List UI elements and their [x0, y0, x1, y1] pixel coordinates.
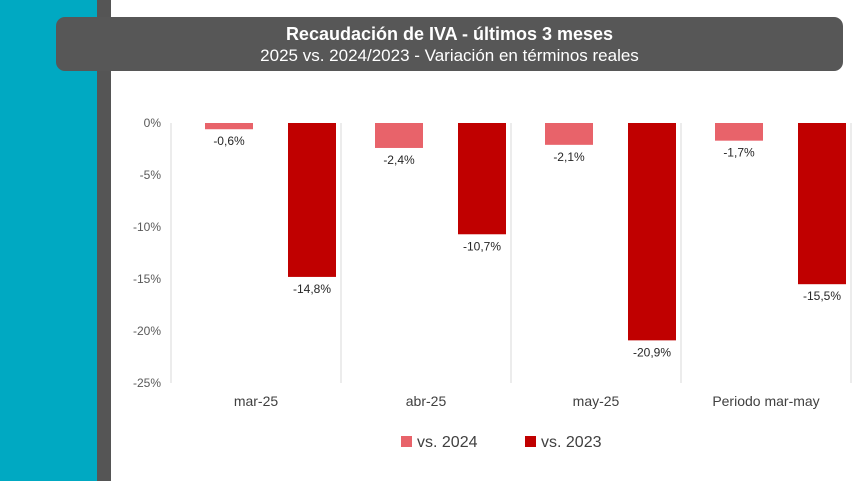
- x-category-label: may-25: [573, 393, 620, 409]
- data-label: -14,8%: [293, 282, 331, 296]
- legend-swatch: [525, 436, 536, 447]
- bar-series-2: [458, 123, 506, 235]
- y-tick-label: -20%: [133, 324, 161, 338]
- legend-label: vs. 2023: [541, 434, 602, 451]
- x-category-label: mar-25: [234, 393, 279, 409]
- y-tick-label: 0%: [144, 116, 162, 130]
- y-tick-label: -15%: [133, 272, 161, 286]
- bar-series-1: [375, 123, 423, 148]
- y-tick-label: -5%: [140, 168, 162, 182]
- data-label: -2,4%: [383, 153, 415, 167]
- bar-series-2: [288, 123, 336, 277]
- axis-layer: 0% -5% -10% -15% -20% -25% mar-25 abr-25 may-25 P…: [133, 116, 852, 409]
- data-label: -1,7%: [723, 146, 755, 160]
- legend-swatch: [401, 436, 412, 447]
- x-category-label: abr-25: [406, 393, 447, 409]
- y-tick-label: -25%: [133, 376, 161, 390]
- gray-side-band: [97, 0, 111, 481]
- legend-label: vs. 2024: [417, 434, 478, 451]
- chart-title: Recaudación de IVA - últimos 3 meses: [285, 24, 614, 44]
- bar-series-1: [205, 123, 253, 130]
- y-tick-label: -10%: [133, 220, 161, 234]
- teal-side-band: [0, 0, 97, 481]
- data-label: -2,1%: [553, 150, 585, 164]
- chart-title-box: Recaudación de IVA - últimos 3 meses 202…: [56, 17, 843, 71]
- bar-series-1: [715, 123, 763, 141]
- legend: vs. 2024 vs. 2023: [401, 434, 602, 451]
- x-category-label: Periodo mar-may: [712, 393, 819, 409]
- bar-series-2: [798, 123, 846, 285]
- data-label: -10,7%: [463, 239, 501, 253]
- data-labels-layer: -0,6% -2,4% -2,1% -1,7% -14,8% -10,7% -20,9% -1…: [213, 134, 841, 359]
- bar-series-1: [545, 123, 593, 145]
- data-label: -0,6%: [213, 134, 245, 148]
- data-label: -20,9%: [633, 345, 671, 359]
- chart-subtitle: 2025 vs. 2024/2023 - Variación en términ…: [260, 46, 639, 65]
- bars-layer: [205, 123, 846, 341]
- data-label: -15,5%: [803, 289, 841, 303]
- bar-series-2: [628, 123, 676, 341]
